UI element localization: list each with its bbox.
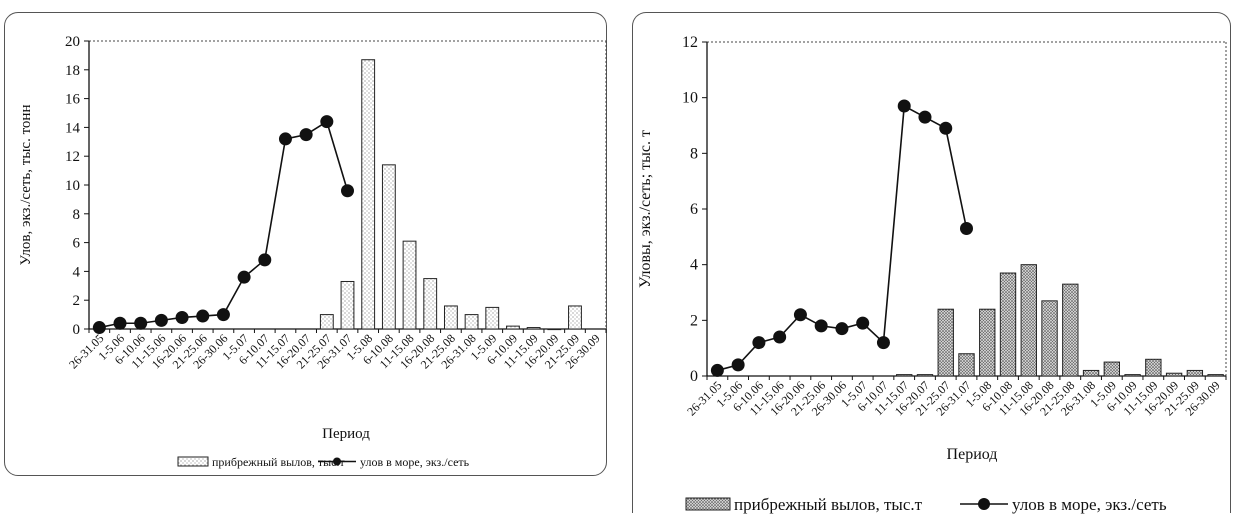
left-y-tick-label: 16 <box>65 92 81 108</box>
right-legend-bar-label: прибрежный вылов, тыс.т <box>734 495 923 514</box>
right-legend-bar-swatch <box>685 497 731 511</box>
chart-panel-left <box>4 12 607 476</box>
left-bar <box>443 305 458 330</box>
left-line-marker <box>320 115 334 129</box>
left-x-axis-label: Период <box>322 426 370 442</box>
right-bar <box>937 308 954 377</box>
right-bar <box>1207 374 1224 377</box>
left-line-marker <box>278 132 292 146</box>
left-line-marker <box>154 313 168 327</box>
right-line-marker <box>710 363 724 377</box>
right-bar <box>916 374 934 377</box>
right-y-tick-label: 2 <box>690 312 698 329</box>
right-line-marker <box>876 336 890 350</box>
right-bar <box>979 308 996 377</box>
right-line-marker <box>793 308 807 322</box>
left-y-tick-label: 10 <box>65 178 80 194</box>
right-x-axis-label: Период <box>947 446 998 463</box>
left-y-tick-label: 4 <box>73 264 81 280</box>
left-bar <box>568 305 582 330</box>
right-bar <box>999 272 1017 377</box>
right-y-tick-label: 8 <box>690 145 698 162</box>
left-y-tick-label: 8 <box>73 207 81 223</box>
right-line-marker <box>897 99 911 113</box>
left-line-marker <box>113 316 127 330</box>
right-bar <box>958 353 975 377</box>
left-bar <box>361 59 376 330</box>
right-y-tick-label: 4 <box>690 257 698 274</box>
right-y-tick-label: 12 <box>682 34 698 51</box>
right-line-marker <box>835 322 849 336</box>
left-line-marker <box>134 316 148 330</box>
right-bar <box>1062 283 1079 377</box>
chart-panel-right <box>632 12 1231 513</box>
right-bar <box>1103 361 1121 377</box>
left-line-marker <box>92 321 106 335</box>
right-bar <box>1165 372 1183 377</box>
right-bar <box>1186 369 1204 377</box>
left-legend-line-marker <box>333 457 341 466</box>
left-bar <box>423 278 438 330</box>
left-y-axis-label: Улов, экз./сеть, тыс. тонн <box>18 105 34 266</box>
left-bar <box>464 314 479 330</box>
left-bar <box>402 240 417 330</box>
right-bar <box>1145 358 1162 377</box>
left-line-marker <box>299 128 313 142</box>
right-legend-line-label: улов в море, экз./сеть <box>1012 495 1167 514</box>
right-legend-line-marker <box>978 498 990 510</box>
left-bar <box>485 306 500 330</box>
right-line-marker <box>856 316 870 330</box>
right-bar <box>1124 374 1141 377</box>
right-line-marker <box>939 121 953 135</box>
left-line-marker <box>216 308 230 322</box>
left-line-marker <box>196 309 210 323</box>
left-y-tick-label: 6 <box>73 236 81 252</box>
left-legend-line-label: улов в море, экз./сеть <box>360 455 470 469</box>
left-y-tick-label: 14 <box>65 120 81 136</box>
left-legend-bar-swatch <box>177 456 209 467</box>
right-bar <box>1041 300 1058 377</box>
left-line-marker <box>258 253 272 267</box>
left-y-tick-label: 18 <box>65 63 80 79</box>
right-line-marker <box>752 336 766 350</box>
right-bar <box>1020 264 1037 377</box>
right-line-marker <box>960 221 973 235</box>
left-bar <box>526 327 541 330</box>
left-bar <box>381 164 396 330</box>
right-bar <box>1082 369 1100 377</box>
right-line-marker <box>918 110 932 124</box>
left-bar <box>547 328 562 331</box>
left-y-tick-label: 20 <box>65 34 80 50</box>
left-y-tick-label: 12 <box>65 149 80 165</box>
left-y-tick-label: 0 <box>73 322 81 338</box>
right-y-tick-label: 0 <box>690 368 698 385</box>
left-line-marker <box>237 270 251 284</box>
right-y-axis-label: Уловы, экз./сеть; тыс. т <box>637 130 654 288</box>
left-line-marker <box>175 310 189 324</box>
right-line-marker <box>814 319 828 333</box>
left-legend-bar-label: прибрежный вылов, тыс.т <box>212 455 345 469</box>
right-y-tick-label: 6 <box>690 201 698 218</box>
left-bar <box>340 280 355 330</box>
left-y-tick-label: 2 <box>73 293 81 309</box>
left-bar <box>319 314 334 330</box>
left-line-marker <box>341 184 354 198</box>
right-line-marker <box>773 330 787 344</box>
left-bar <box>506 325 520 330</box>
right-line-marker <box>731 358 745 372</box>
right-bar <box>896 374 913 377</box>
right-y-tick-label: 10 <box>682 90 698 107</box>
